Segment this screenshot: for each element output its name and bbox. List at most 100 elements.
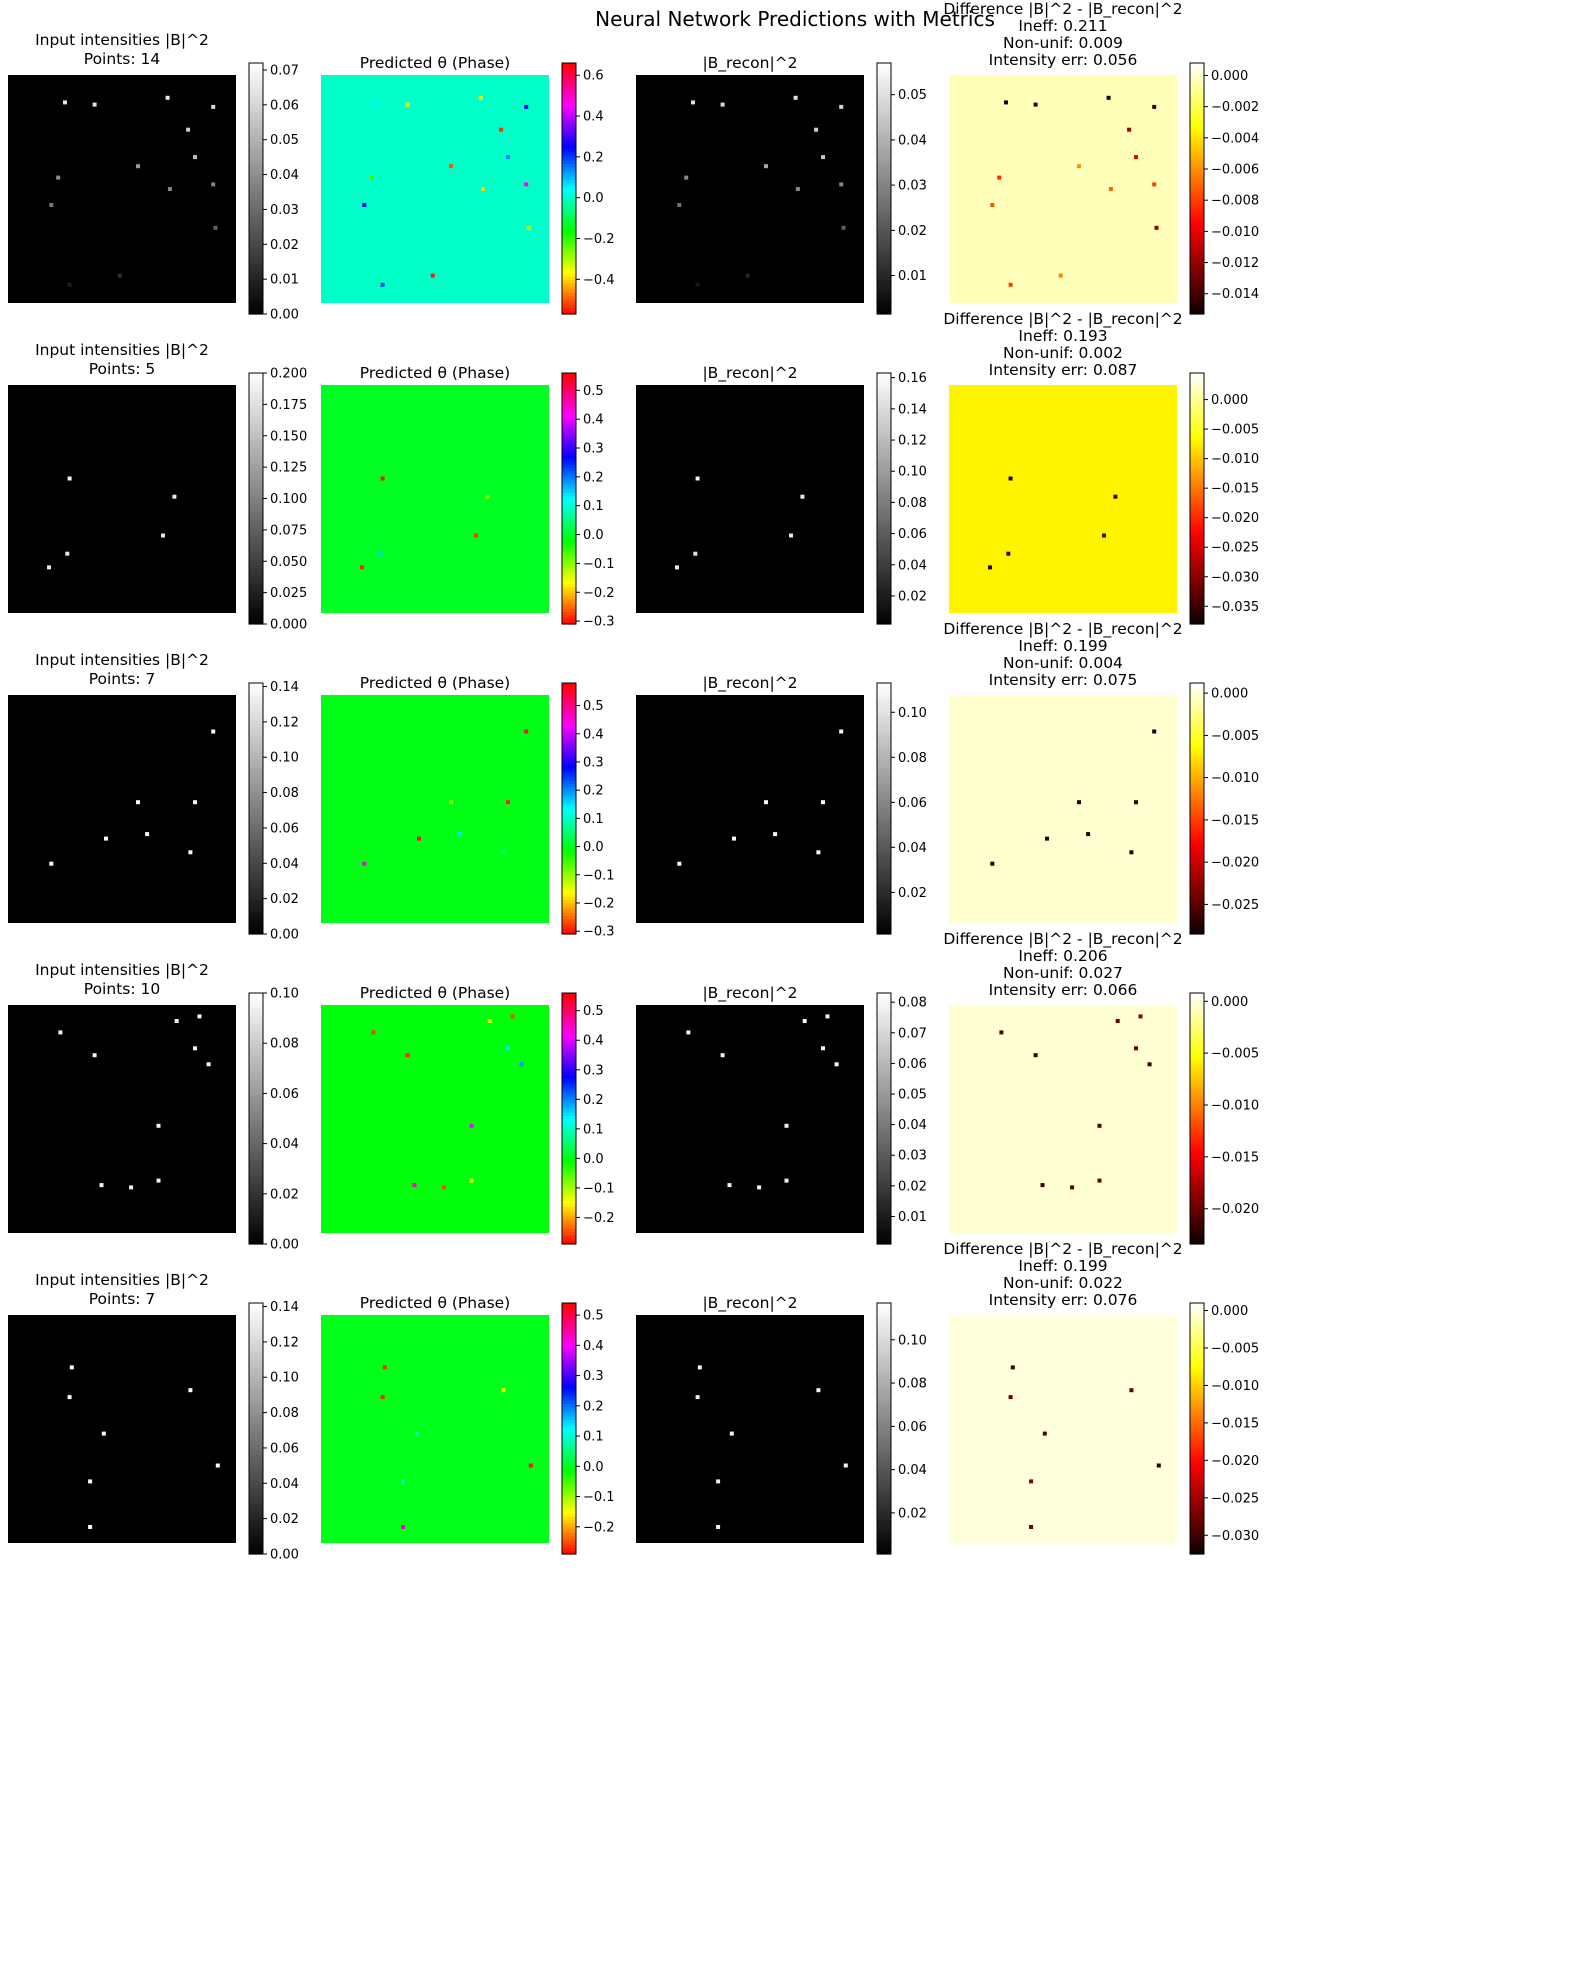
colorbar-segment — [1190, 122, 1204, 127]
colorbar-segment — [877, 1024, 891, 1029]
colorbar-segment — [249, 169, 263, 174]
colorbar-segment — [249, 852, 263, 857]
colorbar-segment — [562, 858, 576, 863]
colorbar-segment — [562, 476, 576, 481]
colorbar-segment — [1190, 1437, 1204, 1442]
colorbar-segment — [562, 733, 576, 737]
colorbar-segment — [1190, 764, 1204, 769]
colorbar-segment — [877, 413, 891, 418]
colorbar-segment — [562, 592, 576, 597]
colorbar-tick-label: 0.08 — [898, 1377, 927, 1392]
colorbar-segment — [1190, 921, 1204, 926]
colorbar-segment — [1190, 1303, 1204, 1307]
heatmap-spot — [186, 127, 191, 132]
colorbar-segment — [1190, 1481, 1204, 1486]
colorbar-segment — [877, 219, 891, 224]
colorbar-segment — [877, 539, 891, 544]
colorbar-segment — [562, 1165, 576, 1170]
colorbar-segment — [249, 890, 263, 894]
colorbar-segment — [1190, 704, 1204, 709]
colorbar-segment — [1190, 188, 1204, 193]
heatmap-background — [321, 1315, 549, 1543]
colorbar-segment — [877, 157, 891, 161]
colorbar-segment — [1190, 1011, 1204, 1016]
colorbar-segment — [877, 711, 891, 715]
reconstruction-colorbar: 0.020.040.060.080.10 — [876, 1302, 927, 1555]
colorbar-segment — [249, 1506, 263, 1511]
colorbar-tick-label: −0.1 — [583, 1181, 615, 1196]
colorbar-tick-label: 0.10 — [898, 1333, 927, 1348]
colorbar-segment — [877, 846, 891, 850]
colorbar-segment — [249, 238, 263, 243]
heatmap-spot — [1115, 1019, 1120, 1023]
colorbar-segment — [877, 514, 891, 518]
colorbar-segment — [249, 382, 263, 387]
heatmap-spot — [1108, 187, 1113, 191]
colorbar-segment — [249, 1105, 263, 1110]
colorbar-segment — [249, 1090, 263, 1094]
colorbar-segment — [249, 185, 263, 190]
colorbar-segment — [562, 91, 576, 95]
colorbar-tick-label: 0.025 — [270, 586, 307, 601]
colorbar-segment — [1190, 507, 1204, 512]
colorbar-segment — [877, 479, 891, 484]
colorbar-segment — [877, 1209, 891, 1214]
colorbar-segment — [1190, 849, 1204, 854]
colorbar-segment — [562, 1318, 576, 1323]
colorbar-segment — [1190, 213, 1204, 218]
colorbar-segment — [877, 188, 891, 193]
colorbar-segment — [249, 902, 263, 907]
colorbar-segment — [877, 1168, 891, 1173]
colorbar-frame — [561, 1302, 577, 1555]
colorbar-segment — [562, 554, 576, 559]
heatmap-spot — [69, 1365, 74, 1370]
colorbar-segment — [1190, 595, 1204, 600]
colorbar-segment — [562, 479, 576, 484]
colorbar-tick-label: 0.06 — [898, 1420, 927, 1435]
colorbar-tick-label: 0.06 — [898, 796, 927, 811]
input-colorbar: 0.0000.0250.0500.0750.1000.1250.1500.175… — [248, 367, 307, 633]
colorbar-segment — [1190, 260, 1204, 265]
heatmap-spot — [727, 1183, 732, 1188]
colorbar-segment — [1190, 1109, 1204, 1113]
colorbar-segment — [249, 1027, 263, 1032]
heatmap-spot — [1077, 800, 1081, 805]
colorbar-segment — [249, 1071, 263, 1076]
colorbar-segment — [877, 66, 891, 70]
colorbar-segment — [562, 726, 576, 731]
colorbar-segment — [562, 855, 576, 860]
heatmap-spot — [1042, 1431, 1047, 1436]
colorbar-tick-label: 0.06 — [270, 1087, 299, 1102]
colorbar-segment — [1190, 720, 1204, 725]
colorbar-segment — [249, 1522, 263, 1527]
colorbar-segment — [562, 511, 576, 515]
colorbar-segment — [562, 748, 576, 753]
colorbar-segment — [249, 755, 263, 759]
reconstruction-heatmap — [636, 695, 864, 923]
colorbar-segment — [562, 194, 576, 199]
heatmap-spot — [499, 127, 504, 132]
heatmap-spot — [729, 1431, 734, 1436]
colorbar-segment — [562, 773, 576, 778]
colorbar-segment — [562, 902, 576, 907]
heatmap-spot — [802, 1019, 807, 1023]
colorbar-segment — [877, 1403, 891, 1408]
colorbar-segment — [249, 620, 263, 625]
colorbar-segment — [877, 1441, 891, 1445]
colorbar-segment — [877, 1174, 891, 1179]
colorbar-segment — [249, 786, 263, 791]
colorbar-segment — [562, 1513, 576, 1517]
colorbar-segment — [1190, 786, 1204, 791]
colorbar-segment — [562, 899, 576, 904]
colorbar-segment — [562, 755, 576, 759]
colorbar-segment — [1190, 1052, 1204, 1057]
colorbar-segment — [877, 843, 891, 847]
colorbar-tick-label: 0.05 — [898, 1088, 927, 1103]
colorbar-segment — [562, 1403, 576, 1408]
colorbar-segment — [249, 498, 263, 503]
colorbar-tick-label: 0.2 — [583, 470, 604, 485]
colorbar-segment — [1190, 711, 1204, 715]
colorbar-segment — [1190, 783, 1204, 788]
colorbar-segment — [562, 1525, 576, 1530]
